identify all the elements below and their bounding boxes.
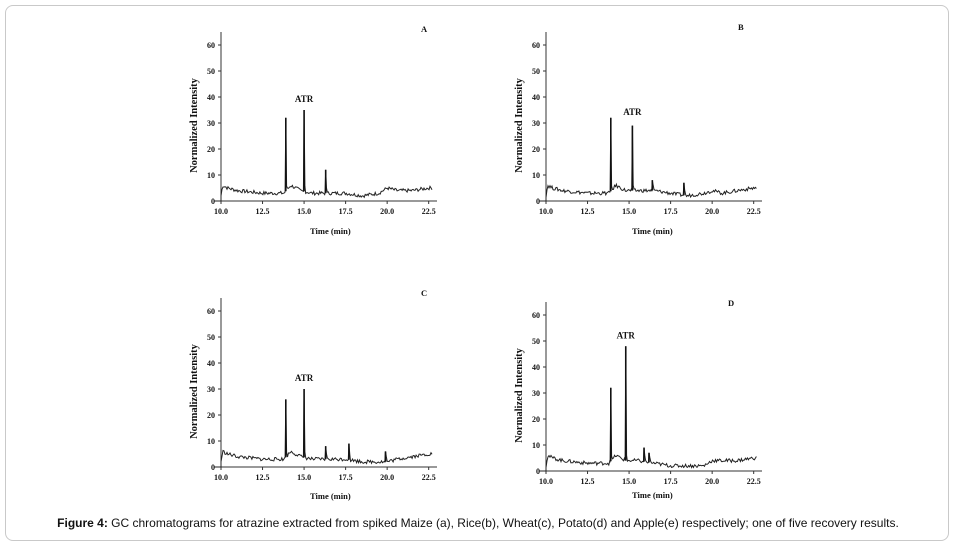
peak-annotation: ATR bbox=[295, 373, 314, 383]
x-tick-label: 10.0 bbox=[539, 207, 553, 216]
y-tick-label: 50 bbox=[532, 337, 540, 346]
x-axis-label: Time (min) bbox=[632, 226, 673, 236]
caption-label: Figure 4: bbox=[57, 516, 108, 530]
x-tick-label: 17.5 bbox=[339, 473, 353, 482]
y-tick-label: 30 bbox=[532, 119, 540, 128]
y-tick-label: 10 bbox=[532, 171, 540, 180]
y-axis-label: Normalized Intensity bbox=[188, 78, 200, 173]
y-tick-label: 0 bbox=[536, 467, 540, 476]
panel-label: B bbox=[738, 22, 744, 32]
x-tick-label: 15.0 bbox=[297, 473, 311, 482]
x-tick-label: 22.5 bbox=[422, 473, 436, 482]
x-tick-label: 15.0 bbox=[297, 207, 311, 216]
x-tick-label: 20.0 bbox=[705, 207, 719, 216]
y-tick-label: 20 bbox=[207, 411, 215, 420]
y-tick-label: 50 bbox=[207, 67, 215, 76]
chart-panel-b: 0 10 20 30 40 50 60 10.0 12.5 15.0 17.5 20.0 22.5 ATR… bbox=[510, 20, 800, 260]
peak-annotation: ATR bbox=[623, 107, 642, 117]
x-tick-label: 22.5 bbox=[747, 207, 761, 216]
figure-frame bbox=[5, 5, 949, 541]
y-axis-label: Normalized Intensity bbox=[513, 348, 525, 443]
y-tick-label: 0 bbox=[211, 197, 215, 206]
y-tick-label: 40 bbox=[532, 93, 540, 102]
panel-label: A bbox=[421, 24, 428, 34]
y-tick-label: 20 bbox=[207, 145, 215, 154]
y-tick-label: 30 bbox=[207, 385, 215, 394]
x-tick-label: 12.5 bbox=[256, 207, 270, 216]
chromatogram-trace bbox=[539, 346, 757, 472]
x-tick-label: 22.5 bbox=[747, 477, 761, 486]
y-tick-label: 10 bbox=[207, 437, 215, 446]
x-tick-label: 17.5 bbox=[664, 207, 678, 216]
y-tick-label: 10 bbox=[532, 441, 540, 450]
chromatogram-trace bbox=[214, 388, 433, 468]
figure-caption: Figure 4: GC chromatograms for atrazine … bbox=[0, 516, 956, 530]
x-tick-label: 22.5 bbox=[422, 207, 436, 216]
peak-annotation: ATR bbox=[295, 94, 314, 104]
y-tick-label: 40 bbox=[207, 359, 215, 368]
chromatogram-d: 0 10 20 30 40 50 60 10.0 12.5 15.0 17.5 20.0 22.5 ATR bbox=[532, 302, 762, 486]
y-tick-label: 60 bbox=[207, 307, 215, 316]
x-tick-label: 12.5 bbox=[581, 207, 595, 216]
x-tick-label: 17.5 bbox=[339, 207, 353, 216]
y-tick-label: 0 bbox=[211, 463, 215, 472]
x-tick-label: 12.5 bbox=[256, 473, 270, 482]
caption-text: GC chromatograms for atrazine extracted … bbox=[107, 516, 899, 530]
y-tick-label: 10 bbox=[207, 171, 215, 180]
y-tick-label: 40 bbox=[532, 363, 540, 372]
y-tick-label: 60 bbox=[207, 41, 215, 50]
chart-panel-c: 0 10 20 30 40 50 60 10.0 12.5 15.0 17.5 20.0 22.5 ATR… bbox=[185, 286, 475, 526]
x-tick-label: 20.0 bbox=[380, 207, 394, 216]
x-axis-label: Time (min) bbox=[310, 491, 351, 501]
y-tick-label: 40 bbox=[207, 93, 215, 102]
x-tick-label: 15.0 bbox=[622, 207, 636, 216]
y-tick-label: 50 bbox=[532, 67, 540, 76]
x-tick-label: 20.0 bbox=[705, 477, 719, 486]
x-tick-label: 20.0 bbox=[380, 473, 394, 482]
chart-panel-d: 0 10 20 30 40 50 60 10.0 12.5 15.0 17.5 20.0 22.5 ATR… bbox=[510, 290, 800, 530]
y-tick-label: 20 bbox=[532, 415, 540, 424]
panel-label: D bbox=[728, 298, 735, 308]
y-tick-label: 60 bbox=[532, 311, 540, 320]
chromatogram-trace bbox=[539, 117, 757, 202]
x-axis-label: Time (min) bbox=[632, 490, 673, 500]
x-tick-label: 12.5 bbox=[581, 477, 595, 486]
chromatogram-a: 0 10 20 30 40 50 60 10.0 12.5 15.0 17.5 20.0 22.5 ATR bbox=[207, 32, 437, 216]
chart-panel-a: 0 10 20 30 40 50 60 10.0 12.5 15.0 17.5 20.0 22.5 ATR… bbox=[185, 20, 475, 260]
y-axis-label: Normalized Intensity bbox=[513, 78, 525, 173]
y-tick-label: 30 bbox=[532, 389, 540, 398]
peak-annotation: ATR bbox=[617, 330, 636, 340]
chromatogram-trace bbox=[214, 109, 433, 202]
chromatogram-c: 0 10 20 30 40 50 60 10.0 12.5 15.0 17.5 20.0 22.5 ATR bbox=[207, 298, 437, 482]
x-tick-label: 17.5 bbox=[664, 477, 678, 486]
x-tick-label: 15.0 bbox=[622, 477, 636, 486]
chromatogram-b: 0 10 20 30 40 50 60 10.0 12.5 15.0 17.5 20.0 22.5 ATR bbox=[532, 32, 762, 216]
x-axis-label: Time (min) bbox=[310, 226, 351, 236]
y-tick-label: 0 bbox=[536, 197, 540, 206]
x-tick-label: 10.0 bbox=[539, 477, 553, 486]
panel-label: C bbox=[421, 288, 428, 298]
y-tick-label: 60 bbox=[532, 41, 540, 50]
y-axis-label: Normalized Intensity bbox=[188, 344, 200, 439]
y-tick-label: 50 bbox=[207, 333, 215, 342]
y-tick-label: 30 bbox=[207, 119, 215, 128]
x-tick-label: 10.0 bbox=[214, 207, 228, 216]
x-tick-label: 10.0 bbox=[214, 473, 228, 482]
y-tick-label: 20 bbox=[532, 145, 540, 154]
